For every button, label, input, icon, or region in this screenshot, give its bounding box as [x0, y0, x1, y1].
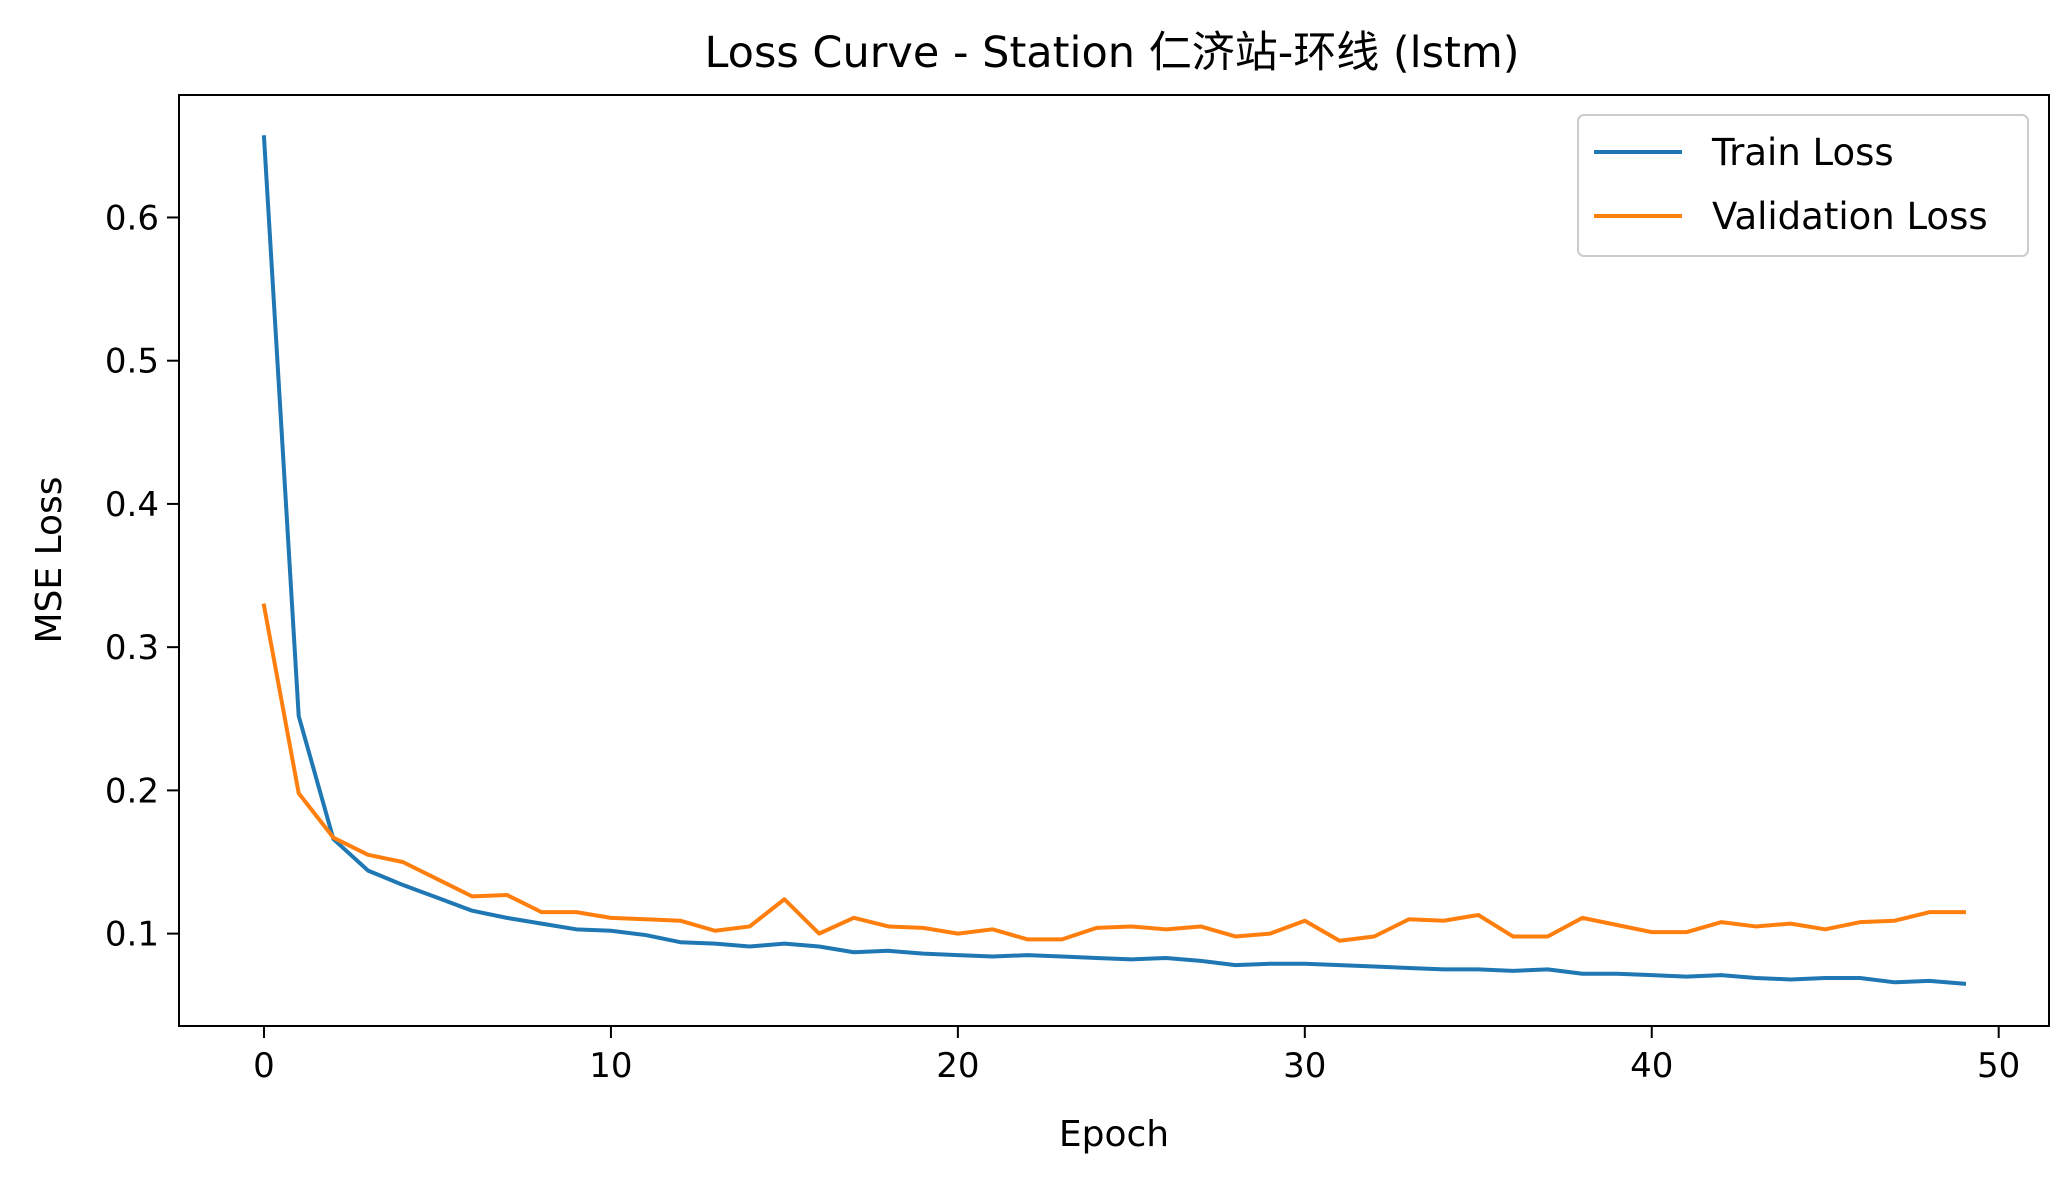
plot-frame	[178, 94, 2050, 1027]
legend: Train Loss Validation Loss	[1577, 114, 2029, 257]
y-tick-label: 0.1	[105, 915, 159, 955]
chart-title: Loss Curve - Station 仁济站-环线 (lstm)	[704, 28, 1519, 78]
legend-label-train-loss: Train Loss	[1711, 131, 1894, 174]
y-tick-label: 0.3	[105, 628, 159, 668]
y-tick-label: 0.5	[105, 342, 159, 382]
x-axis: 0 10 20 30 40 50	[253, 1026, 2020, 1086]
legend-box	[1577, 114, 2029, 257]
x-tick-label: 20	[936, 1046, 979, 1086]
x-tick-label: 0	[253, 1046, 275, 1086]
x-tick-label: 10	[589, 1046, 632, 1086]
y-tick-label: 0.6	[105, 198, 159, 238]
x-tick-label: 40	[1630, 1046, 1673, 1086]
y-tick-label: 0.4	[105, 485, 159, 525]
series-line-validation-loss	[261, 603, 1966, 943]
x-tick-label: 30	[1283, 1046, 1326, 1086]
series-layer	[261, 135, 1967, 986]
legend-label-validation-loss: Validation Loss	[1712, 195, 1988, 238]
y-tick-label: 0.2	[105, 771, 159, 811]
x-axis-label: Epoch	[1059, 1114, 1169, 1155]
y-axis: 0.1 0.2 0.3 0.4 0.5 0.6	[105, 198, 179, 955]
x-tick-label: 50	[1977, 1046, 2020, 1086]
series-line-train-loss	[261, 135, 1967, 986]
y-axis-label: MSE Loss	[29, 476, 70, 643]
